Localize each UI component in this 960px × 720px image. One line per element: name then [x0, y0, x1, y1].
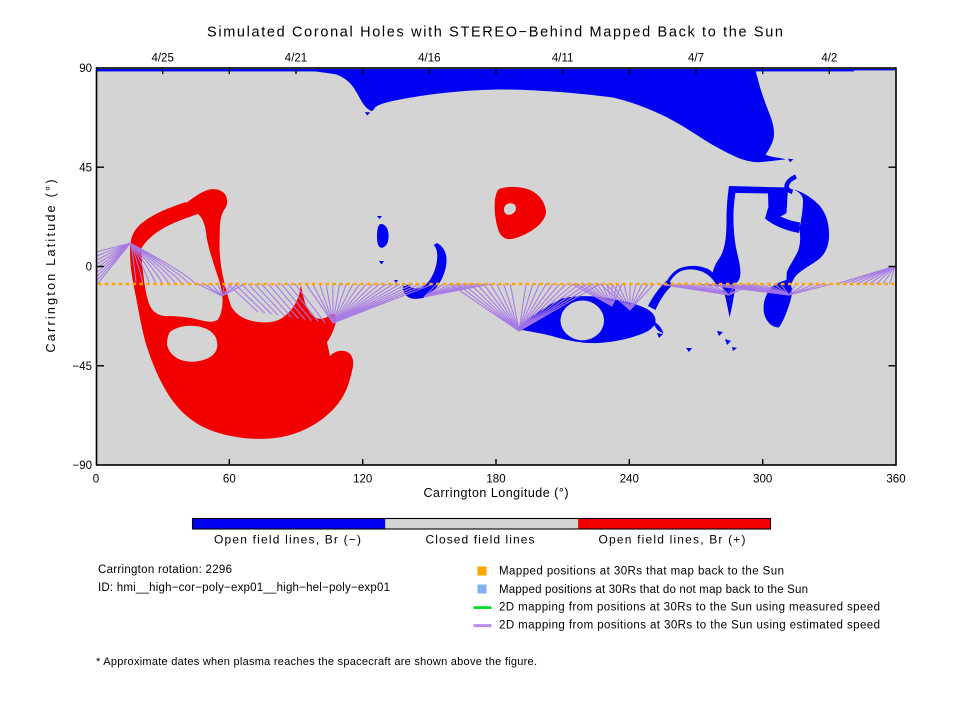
- svg-text:−90: −90: [72, 460, 92, 472]
- svg-text:Closed field lines: Closed field lines: [426, 533, 535, 547]
- svg-text:* Approximate dates when plasm: * Approximate dates when plasma reaches …: [96, 656, 537, 668]
- svg-text:−45: −45: [72, 361, 92, 373]
- svg-text:Carrington Longitude (°): Carrington Longitude (°): [424, 486, 569, 500]
- svg-text:90: 90: [79, 63, 92, 75]
- svg-text:2D mapping from positions at 3: 2D mapping from positions at 30Rs to the…: [499, 620, 880, 632]
- svg-text:4/21: 4/21: [285, 53, 307, 65]
- svg-text:120: 120: [353, 474, 372, 486]
- svg-text:300: 300: [753, 474, 772, 486]
- svg-text:Open field lines, Br (+): Open field lines, Br (+): [599, 533, 746, 547]
- svg-text:2D mapping from positions at 3: 2D mapping from positions at 30Rs to the…: [499, 602, 880, 614]
- svg-text:4/25: 4/25: [151, 53, 173, 65]
- svg-text:360: 360: [886, 474, 905, 486]
- svg-text:Open field lines, Br (−): Open field lines, Br (−): [214, 533, 361, 547]
- svg-text:ID: hmi__high−cor−poly−exp01__: ID: hmi__high−cor−poly−exp01__high−hel−p…: [98, 582, 390, 594]
- svg-text:4/2: 4/2: [821, 53, 837, 65]
- svg-text:Mapped positions at 30Rs that: Mapped positions at 30Rs that do not map…: [499, 584, 808, 596]
- svg-text:45: 45: [79, 162, 92, 174]
- svg-text:0: 0: [86, 262, 92, 274]
- svg-text:Simulated Coronal Holes with S: Simulated Coronal Holes with STEREO−Behi…: [207, 25, 783, 41]
- svg-text:4/7: 4/7: [688, 53, 704, 65]
- svg-text:0: 0: [93, 474, 99, 486]
- svg-text:Mapped positions at 30Rs that: Mapped positions at 30Rs that map back t…: [499, 566, 784, 578]
- svg-text:180: 180: [486, 474, 505, 486]
- svg-text:4/16: 4/16: [418, 53, 440, 65]
- svg-text:4/11: 4/11: [552, 53, 574, 65]
- svg-text:240: 240: [620, 474, 639, 486]
- svg-text:Carrington rotation: 2296: Carrington rotation: 2296: [98, 564, 232, 576]
- svg-text:Carrington Latitude (°): Carrington Latitude (°): [44, 180, 58, 353]
- svg-text:60: 60: [223, 474, 236, 486]
